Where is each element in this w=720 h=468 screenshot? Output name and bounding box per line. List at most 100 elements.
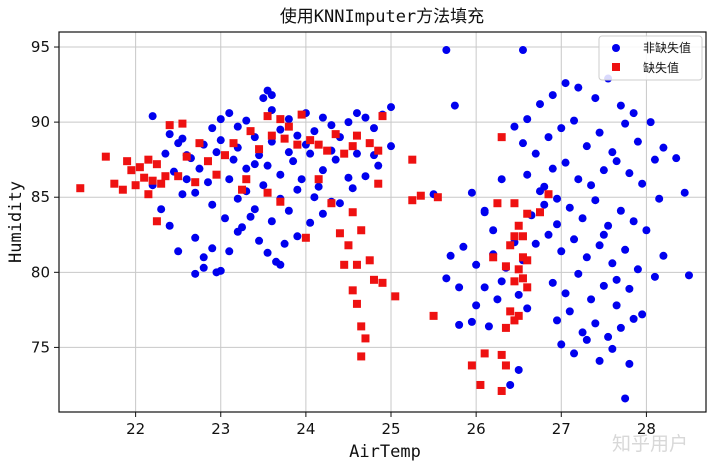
data-point (327, 199, 336, 208)
data-point (284, 148, 293, 157)
data-point (255, 145, 264, 154)
data-point (310, 127, 319, 136)
x-tick-label: 22 (126, 420, 145, 438)
data-point (553, 194, 562, 203)
data-point (263, 248, 272, 257)
data-point (361, 172, 370, 181)
data-point (608, 259, 617, 268)
data-point (293, 131, 302, 140)
data-point (229, 139, 238, 148)
data-point (616, 206, 625, 215)
data-point (455, 320, 464, 329)
data-point (263, 188, 272, 197)
data-point (229, 155, 238, 164)
data-point (467, 361, 476, 370)
data-point (629, 109, 638, 118)
data-point (178, 119, 187, 128)
data-point (348, 142, 357, 151)
data-point (174, 247, 183, 256)
data-point (510, 316, 519, 325)
data-point (446, 251, 455, 260)
data-point (259, 94, 268, 103)
data-point (655, 194, 664, 203)
data-point (497, 175, 506, 184)
data-point (493, 199, 502, 208)
data-point (612, 275, 621, 284)
data-point (284, 115, 293, 124)
data-point (472, 260, 481, 269)
data-point (284, 122, 293, 131)
data-point (276, 125, 285, 134)
data-point (565, 307, 574, 316)
data-point (684, 271, 693, 280)
data-point (203, 178, 212, 187)
data-point (578, 214, 587, 223)
data-point (212, 170, 221, 179)
data-point (680, 188, 689, 197)
legend-marker-missing (612, 63, 620, 71)
data-point (216, 266, 225, 275)
data-point (497, 350, 506, 359)
data-point (352, 131, 361, 140)
data-point (604, 221, 613, 230)
x-tick-label: 28 (637, 420, 656, 438)
data-point (514, 290, 523, 299)
x-tick-label: 23 (211, 420, 230, 438)
data-point (455, 283, 464, 292)
axis-ticks: 22 23 24 25 26 27 28 75 80 85 90 95 (31, 38, 656, 438)
data-point (267, 137, 276, 146)
data-point (225, 175, 234, 184)
y-tick-label: 80 (31, 263, 50, 281)
watermark-text: 知乎用户 (612, 433, 688, 455)
data-point (612, 157, 621, 166)
data-point (208, 124, 217, 133)
data-point (374, 146, 383, 155)
data-point (506, 380, 515, 389)
data-point (480, 349, 489, 358)
data-point (208, 244, 217, 253)
y-tick-label: 85 (31, 188, 50, 206)
data-point (238, 223, 247, 232)
data-point (276, 115, 285, 124)
data-point (378, 112, 387, 121)
data-point (416, 191, 425, 200)
data-point (225, 109, 234, 118)
data-point (565, 203, 574, 212)
data-point (233, 122, 242, 131)
data-point (514, 265, 523, 274)
data-point (297, 110, 306, 119)
data-point (293, 185, 302, 194)
data-point (178, 134, 187, 143)
data-point (318, 166, 327, 175)
data-point (369, 124, 378, 133)
data-point (450, 101, 459, 110)
data-point (548, 164, 557, 173)
data-point (489, 253, 498, 262)
data-point (591, 196, 600, 205)
data-point (101, 152, 110, 161)
x-tick-label: 27 (552, 420, 571, 438)
data-point (250, 205, 259, 214)
data-point (561, 289, 570, 298)
data-point (374, 161, 383, 170)
data-point (553, 316, 562, 325)
data-point (633, 137, 642, 146)
data-point (608, 344, 617, 353)
data-point (255, 236, 264, 245)
data-point (497, 386, 506, 395)
data-point (238, 185, 247, 194)
data-point (267, 91, 276, 100)
data-point (357, 352, 366, 361)
y-tick-label: 90 (31, 113, 50, 131)
data-point (506, 241, 515, 250)
data-point (165, 221, 174, 230)
data-point (318, 113, 327, 122)
data-point (297, 175, 306, 184)
data-point (357, 226, 366, 235)
data-point (625, 284, 634, 293)
data-point (212, 148, 221, 157)
data-point (476, 380, 485, 389)
data-points (76, 46, 693, 403)
data-point (365, 139, 374, 148)
